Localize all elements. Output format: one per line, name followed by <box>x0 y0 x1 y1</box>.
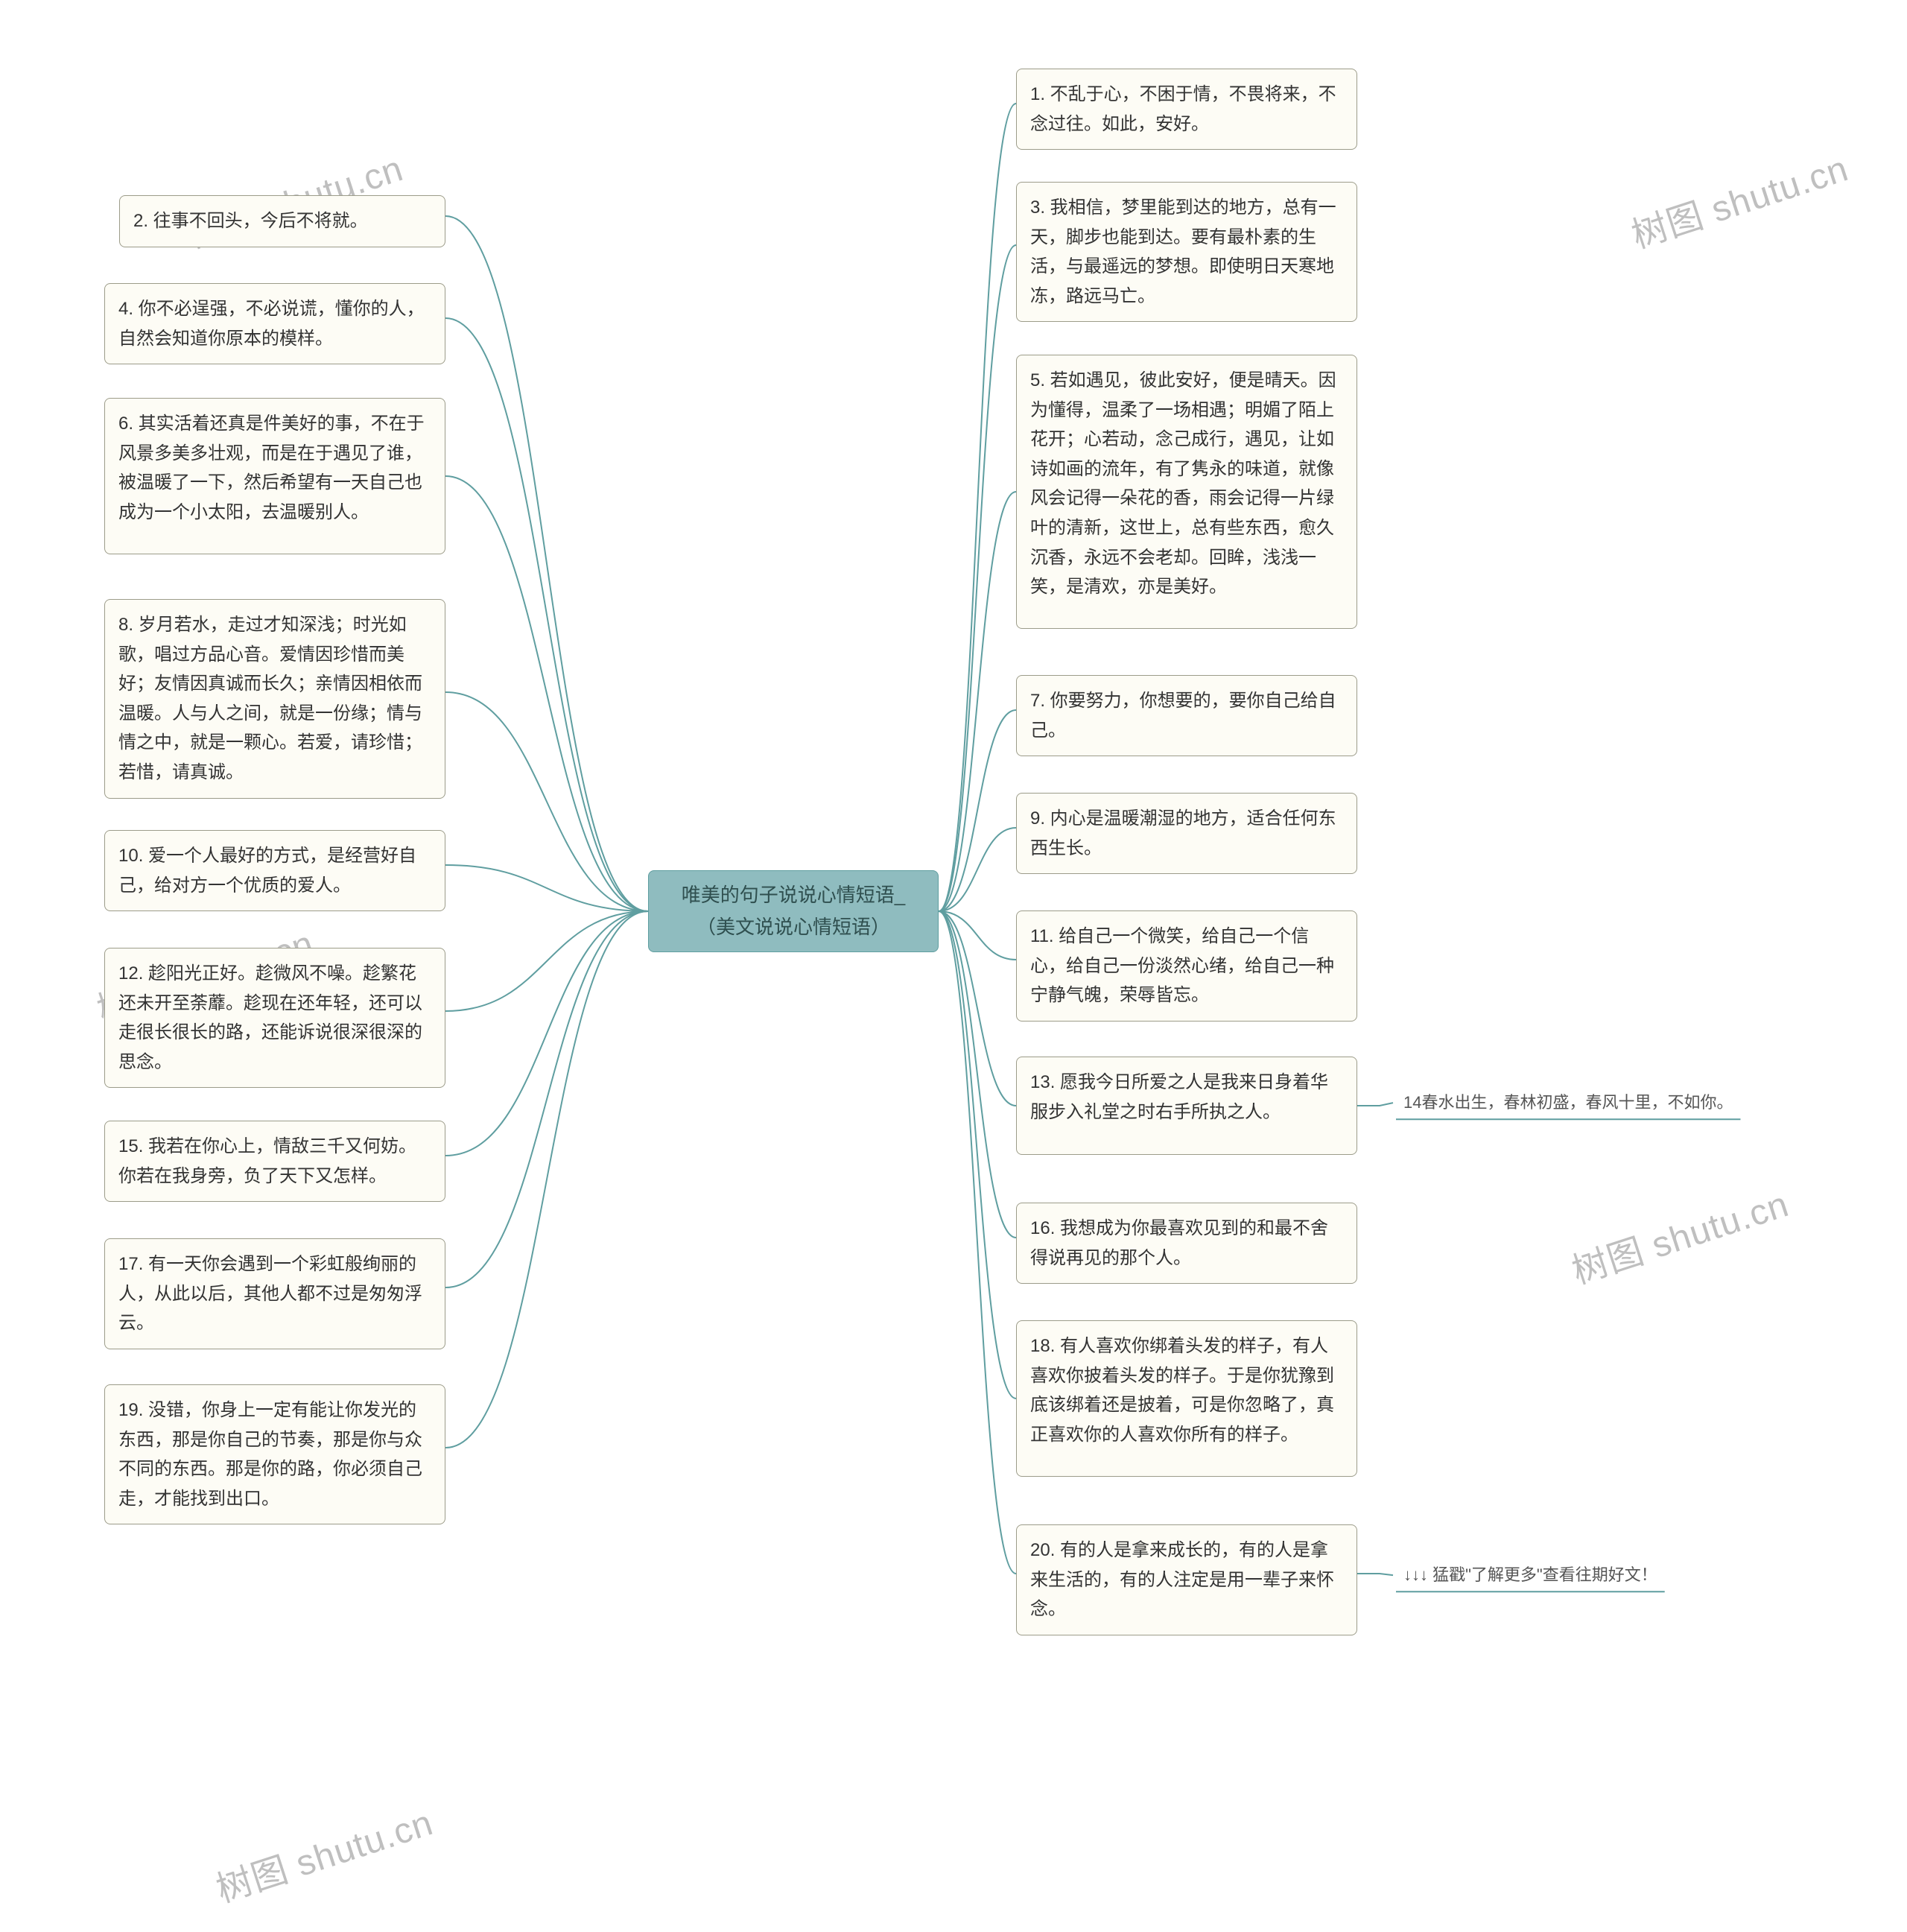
branch-node: 11. 给自己一个微笑，给自己一个信心，给自己一份淡然心绪，给自己一种宁静气魄，… <box>1016 910 1357 1022</box>
watermark: 树图 shutu.cn <box>1624 139 1854 259</box>
node-text: 9. 内心是温暖潮湿的地方，适合任何东西生长。 <box>1030 808 1336 858</box>
branch-node: 7. 你要努力，你想要的，要你自己给自己。 <box>1016 675 1357 756</box>
leaf-node: ↓↓↓ 猛戳"了解更多"查看往期好文！ <box>1400 1562 1660 1589</box>
node-text: 12. 趁阳光正好。趁微风不噪。趁繁花还未开至荼蘼。趁现在还年轻，还可以走很长很… <box>118 963 422 1072</box>
branch-node: 17. 有一天你会遇到一个彩虹般绚丽的人，从此以后，其他人都不过是匆匆浮云。 <box>104 1238 445 1349</box>
node-text: 11. 给自己一个微笑，给自己一个信心，给自己一份淡然心绪，给自己一种宁静气魄，… <box>1030 926 1334 1005</box>
branch-node: 18. 有人喜欢你绑着头发的样子，有人喜欢你披着头发的样子。于是你犹豫到底该绑着… <box>1016 1320 1357 1477</box>
branch-node: 4. 你不必逞强，不必说谎，懂你的人，自然会知道你原本的模样。 <box>104 283 445 364</box>
branch-node: 8. 岁月若水，走过才知深浅；时光如歌，唱过方品心音。爱情因珍惜而美好；友情因真… <box>104 599 445 799</box>
branch-node: 2. 往事不回头，今后不将就。 <box>119 195 445 247</box>
node-text: 1. 不乱于心，不困于情，不畏将来，不念过往。如此，安好。 <box>1030 84 1336 134</box>
node-text: 16. 我想成为你最喜欢见到的和最不舍得说再见的那个人。 <box>1030 1218 1328 1268</box>
leaf-text: ↓↓↓ 猛戳"了解更多"查看往期好文！ <box>1403 1565 1657 1584</box>
node-text: 5. 若如遇见，彼此安好，便是晴天。因为懂得，温柔了一场相遇；明媚了陌上花开；心… <box>1030 370 1336 597</box>
branch-node: 16. 我想成为你最喜欢见到的和最不舍得说再见的那个人。 <box>1016 1203 1357 1284</box>
branch-node: 10. 爱一个人最好的方式，是经营好自己，给对方一个优质的爱人。 <box>104 830 445 911</box>
node-text: 3. 我相信，梦里能到达的地方，总有一天，脚步也能到达。要有最朴素的生活，与最遥… <box>1030 197 1336 306</box>
watermark: 树图 shutu.cn <box>209 1793 439 1913</box>
node-text: 20. 有的人是拿来成长的，有的人是拿来生活的，有的人注定是用一辈子来怀念。 <box>1030 1540 1334 1619</box>
node-text: 10. 爱一个人最好的方式，是经营好自己，给对方一个优质的爱人。 <box>118 846 416 896</box>
branch-node: 5. 若如遇见，彼此安好，便是晴天。因为懂得，温柔了一场相遇；明媚了陌上花开；心… <box>1016 355 1357 629</box>
branch-node: 20. 有的人是拿来成长的，有的人是拿来生活的，有的人注定是用一辈子来怀念。 <box>1016 1524 1357 1635</box>
branch-node: 15. 我若在你心上，情敌三千又何妨。你若在我身旁，负了天下又怎样。 <box>104 1121 445 1202</box>
branch-node: 19. 没错，你身上一定有能让你发光的东西，那是你自己的节奏，那是你与众不同的东… <box>104 1384 445 1524</box>
branch-node: 13. 愿我今日所爱之人是我来日身着华服步入礼堂之时右手所执之人。 <box>1016 1057 1357 1155</box>
leaf-node: 14春水出生，春林初盛，春风十里，不如你。 <box>1400 1089 1736 1116</box>
watermark: 树图 shutu.cn <box>1564 1175 1795 1294</box>
branch-node: 6. 其实活着还真是件美好的事，不在于风景多美多壮观，而是在于遇见了谁，被温暖了… <box>104 398 445 554</box>
node-text: 19. 没错，你身上一定有能让你发光的东西，那是你自己的节奏，那是你与众不同的东… <box>118 1400 422 1509</box>
branch-node: 3. 我相信，梦里能到达的地方，总有一天，脚步也能到达。要有最朴素的生活，与最遥… <box>1016 182 1357 322</box>
center-node: 唯美的句子说说心情短语_ （美文说说心情短语） <box>648 870 939 952</box>
branch-node: 9. 内心是温暖潮湿的地方，适合任何东西生长。 <box>1016 793 1357 874</box>
node-text: 13. 愿我今日所爱之人是我来日身着华服步入礼堂之时右手所执之人。 <box>1030 1072 1328 1122</box>
node-text: 6. 其实活着还真是件美好的事，不在于风景多美多壮观，而是在于遇见了谁，被温暖了… <box>118 414 425 522</box>
mindmap-canvas: 树图 shutu.cn树图 shutu.cn树图 shutu.cn树图 shut… <box>0 0 1907 1932</box>
node-text: 4. 你不必逞强，不必说谎，懂你的人，自然会知道你原本的模样。 <box>118 299 425 349</box>
node-text: 17. 有一天你会遇到一个彩虹般绚丽的人，从此以后，其他人都不过是匆匆浮云。 <box>118 1254 422 1333</box>
node-text: 15. 我若在你心上，情敌三千又何妨。你若在我身旁，负了天下又怎样。 <box>118 1136 416 1186</box>
node-text: 2. 往事不回头，今后不将就。 <box>133 211 368 231</box>
branch-node: 1. 不乱于心，不困于情，不畏将来，不念过往。如此，安好。 <box>1016 69 1357 150</box>
node-text: 唯美的句子说说心情短语_ （美文说说心情短语） <box>682 879 905 943</box>
node-text: 7. 你要努力，你想要的，要你自己给自己。 <box>1030 691 1336 741</box>
node-text: 8. 岁月若水，走过才知深浅；时光如歌，唱过方品心音。爱情因珍惜而美好；友情因真… <box>118 615 422 782</box>
leaf-text: 14春水出生，春林初盛，春风十里，不如你。 <box>1403 1093 1733 1112</box>
branch-node: 12. 趁阳光正好。趁微风不噪。趁繁花还未开至荼蘼。趁现在还年轻，还可以走很长很… <box>104 948 445 1088</box>
node-text: 18. 有人喜欢你绑着头发的样子，有人喜欢你披着头发的样子。于是你犹豫到底该绑着… <box>1030 1336 1334 1445</box>
